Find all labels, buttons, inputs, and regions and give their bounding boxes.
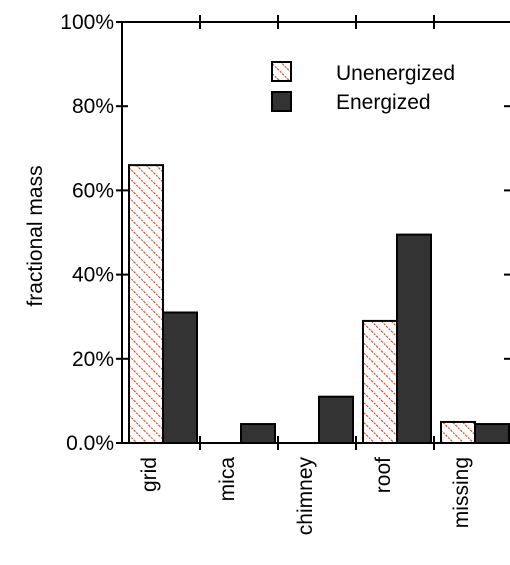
y-tick-label: 80% <box>72 95 114 118</box>
bar-energized-mica <box>240 423 276 444</box>
bar-unenergized-grid <box>128 164 164 444</box>
y-tick-label: 20% <box>72 348 114 371</box>
x-tick-label-roof: roof <box>372 457 395 493</box>
y-tick-label: 60% <box>72 179 114 202</box>
bars-layer <box>128 164 510 445</box>
bar-unenergized-missing <box>440 420 476 445</box>
y-tick-label: 100% <box>60 11 114 34</box>
y-axis-label: fractional mass <box>24 165 47 306</box>
bar-energized-chimney <box>318 395 354 445</box>
y-tick-label: 40% <box>72 264 114 287</box>
x-tick-label-mica: mica <box>216 457 239 502</box>
y-tick-labels: 0.0% 20% 40% 60% 80% 100% <box>60 11 114 455</box>
bar-energized-missing <box>474 423 510 444</box>
x-tick-label-chimney: chimney <box>294 457 317 536</box>
legend-label-unenergized: Unenergized <box>336 62 455 85</box>
x-tick-label-missing: missing <box>450 457 473 528</box>
bar-energized-grid <box>162 311 198 444</box>
axes <box>116 15 510 450</box>
x-tick-label-grid: grid <box>138 457 161 492</box>
legend-swatch-energized <box>271 91 292 112</box>
legend-label-energized: Energized <box>336 91 431 114</box>
legend: Unenergized Energized <box>271 61 455 114</box>
y-tick-label: 0.0% <box>66 432 114 455</box>
bar-unenergized-roof <box>362 319 398 444</box>
x-tick-labels: grid mica chimney roof missing <box>138 457 473 536</box>
legend-swatch-unenergized <box>271 61 292 82</box>
bar-energized-roof <box>396 233 432 444</box>
